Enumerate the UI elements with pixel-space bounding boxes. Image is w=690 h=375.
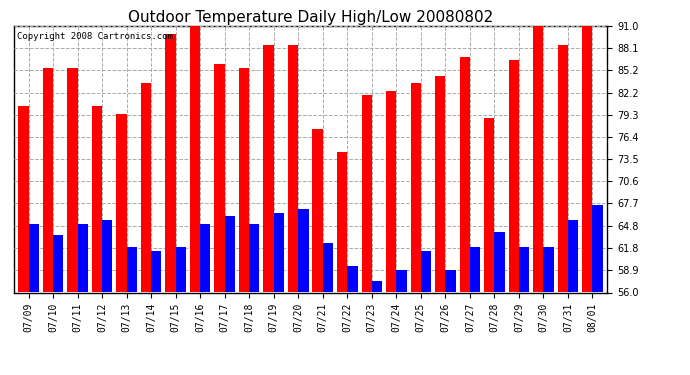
Bar	[151, 251, 161, 292]
Bar	[323, 243, 333, 292]
Bar	[313, 129, 323, 292]
Bar	[126, 247, 137, 292]
Bar	[264, 45, 274, 292]
Bar	[519, 247, 529, 292]
Bar	[435, 76, 445, 292]
Bar	[18, 106, 28, 292]
Bar	[460, 57, 470, 292]
Bar	[67, 68, 77, 292]
Bar	[200, 224, 210, 292]
Bar	[102, 220, 112, 292]
Text: Copyright 2008 Cartronics.com: Copyright 2008 Cartronics.com	[17, 32, 172, 40]
Bar	[593, 205, 603, 292]
Bar	[421, 251, 431, 292]
Bar	[362, 95, 372, 292]
Bar	[239, 68, 249, 292]
Bar	[445, 270, 455, 292]
Bar	[28, 224, 39, 292]
Bar	[568, 220, 578, 292]
Bar	[347, 266, 357, 292]
Bar	[166, 34, 176, 292]
Bar	[249, 224, 259, 292]
Bar	[386, 91, 396, 292]
Bar	[225, 216, 235, 292]
Bar	[92, 106, 102, 292]
Bar	[117, 114, 126, 292]
Bar	[411, 83, 421, 292]
Bar	[176, 247, 186, 292]
Bar	[484, 117, 495, 292]
Bar	[558, 45, 568, 292]
Bar	[337, 152, 347, 292]
Bar	[274, 213, 284, 292]
Bar	[141, 83, 151, 292]
Bar	[544, 247, 554, 292]
Bar	[533, 26, 544, 292]
Bar	[470, 247, 480, 292]
Bar	[53, 236, 63, 292]
Bar	[298, 209, 308, 292]
Bar	[372, 281, 382, 292]
Bar	[582, 26, 593, 292]
Bar	[288, 45, 298, 292]
Bar	[43, 68, 53, 292]
Title: Outdoor Temperature Daily High/Low 20080802: Outdoor Temperature Daily High/Low 20080…	[128, 10, 493, 25]
Bar	[215, 64, 225, 292]
Bar	[190, 22, 200, 292]
Bar	[396, 270, 406, 292]
Bar	[495, 232, 504, 292]
Bar	[509, 60, 519, 292]
Bar	[77, 224, 88, 292]
